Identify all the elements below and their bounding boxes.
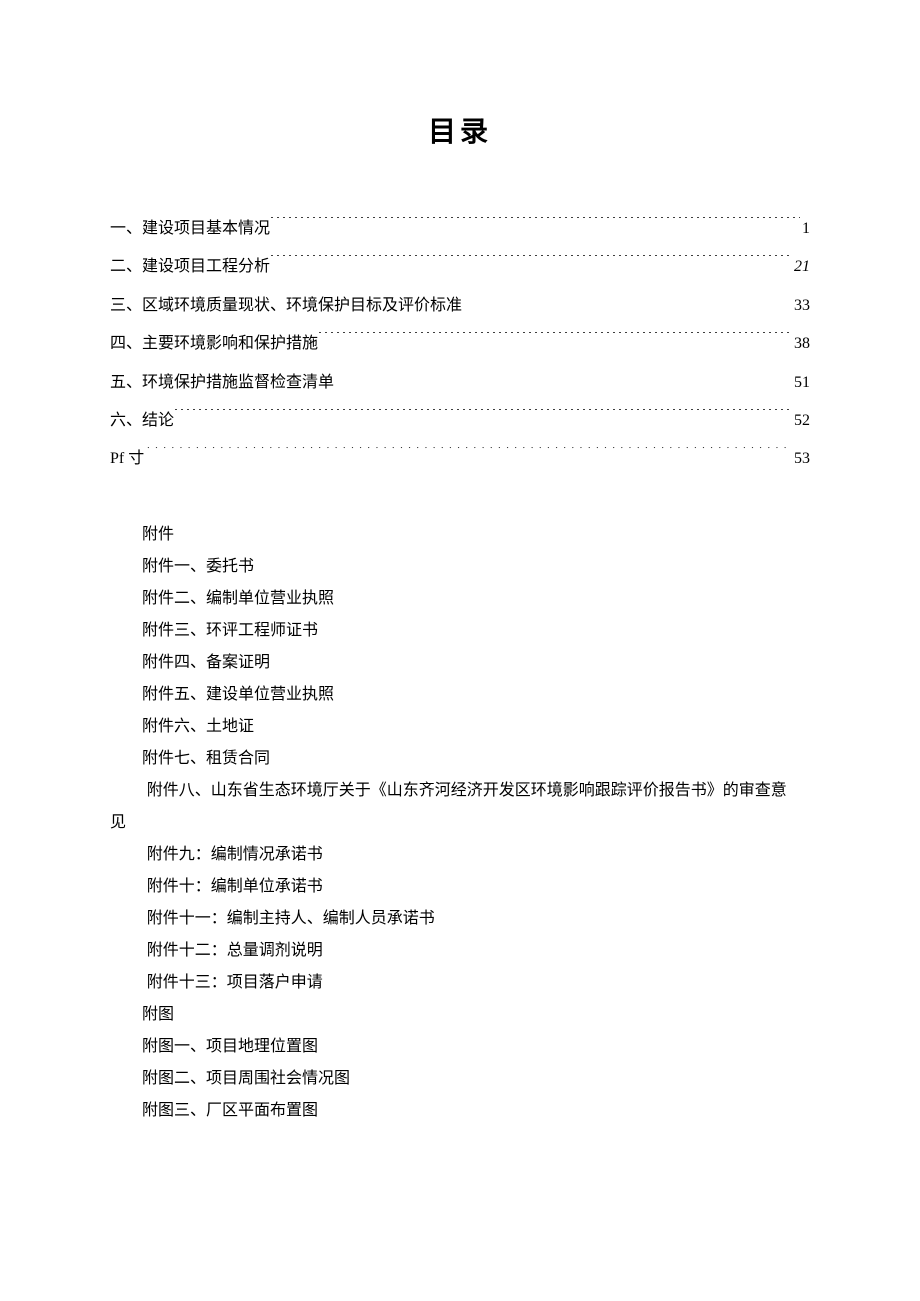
- toc-row: 五、环境保护措施监督检查清单 51: [110, 364, 810, 402]
- toc-row: 六、结论 52: [110, 402, 810, 440]
- toc-label: 五、环境保护措施监督检查清单: [110, 364, 334, 402]
- attachment-line: 附件四、备案证明: [110, 647, 810, 679]
- toc-label: Pf 寸: [110, 440, 144, 478]
- document-page: 目录 一、建设项目基本情况1二、建设项目工程分析21三、区域环境质量现状、环境保…: [0, 0, 920, 1301]
- attachment-line: 附件二、编制单位营业执照: [110, 583, 810, 615]
- attachment-line: 附件七、租赁合同: [110, 743, 810, 775]
- toc-leader: [270, 217, 800, 233]
- attachments-list: 附件一、委托书附件二、编制单位营业执照附件三、环评工程师证书附件四、备案证明附件…: [110, 551, 810, 999]
- attachment-line: 附件十二：总量调剂说明: [110, 935, 810, 967]
- figures-header: 附图: [110, 999, 810, 1031]
- attachment-line: 附件十三：项目落户申请: [110, 967, 810, 999]
- toc-page-number: 53: [792, 440, 810, 478]
- attachment-line: 附件九：编制情况承诺书: [110, 839, 810, 871]
- toc-page-number: 52: [792, 402, 810, 440]
- attachment-line: 附件八、山东省生态环境厅关于《山东齐河经济开发区环境影响跟踪评价报告书》的审查意: [110, 775, 810, 807]
- figures-list: 附图一、项目地理位置图附图二、项目周围社会情况图附图三、厂区平面布置图: [110, 1031, 810, 1127]
- toc-page-number: 1: [800, 210, 810, 248]
- attachments-header: 附件: [110, 519, 810, 551]
- toc-leader: [174, 409, 792, 425]
- toc-page-number: 21: [792, 248, 810, 286]
- toc-row: 四、主要环境影响和保护措施 38: [110, 325, 810, 363]
- attachment-line: 附件三、环评工程师证书: [110, 615, 810, 647]
- toc-label: 四、主要环境影响和保护措施: [110, 325, 318, 363]
- toc-label: 三、区域环境质量现状、环境保护目标及评价标准: [110, 287, 462, 325]
- toc-leader: [144, 447, 792, 463]
- toc-page-number: 51: [792, 364, 810, 402]
- figure-line: 附图一、项目地理位置图: [110, 1031, 810, 1063]
- figure-line: 附图二、项目周围社会情况图: [110, 1063, 810, 1095]
- attachment-line: 附件一、委托书: [110, 551, 810, 583]
- toc-label: 六、结论: [110, 402, 174, 440]
- toc-row: Pf 寸 53: [110, 440, 810, 478]
- toc-page-number: 38: [792, 325, 810, 363]
- toc-row: 一、建设项目基本情况 1: [110, 210, 810, 248]
- toc-leader: [270, 255, 792, 271]
- toc-label: 一、建设项目基本情况: [110, 210, 270, 248]
- attachment-line: 附件五、建设单位营业执照: [110, 679, 810, 711]
- toc-leader: [318, 332, 792, 348]
- toc-leader: [462, 294, 792, 310]
- page-title: 目录: [110, 110, 810, 150]
- attachments-section: 附件 附件一、委托书附件二、编制单位营业执照附件三、环评工程师证书附件四、备案证…: [110, 519, 810, 1127]
- table-of-contents: 一、建设项目基本情况1二、建设项目工程分析21三、区域环境质量现状、环境保护目标…: [110, 210, 810, 479]
- attachment-line: 附件十一：编制主持人、编制人员承诺书: [110, 903, 810, 935]
- attachment-line: 附件十：编制单位承诺书: [110, 871, 810, 903]
- toc-page-number: 33: [792, 287, 810, 325]
- attachment-line: 附件六、土地证: [110, 711, 810, 743]
- toc-row: 二、建设项目工程分析 21: [110, 248, 810, 286]
- toc-label: 二、建设项目工程分析: [110, 248, 270, 286]
- attachment-line: 见: [110, 807, 810, 839]
- figure-line: 附图三、厂区平面布置图: [110, 1095, 810, 1127]
- toc-leader: [334, 371, 792, 387]
- toc-row: 三、区域环境质量现状、环境保护目标及评价标准 33: [110, 287, 810, 325]
